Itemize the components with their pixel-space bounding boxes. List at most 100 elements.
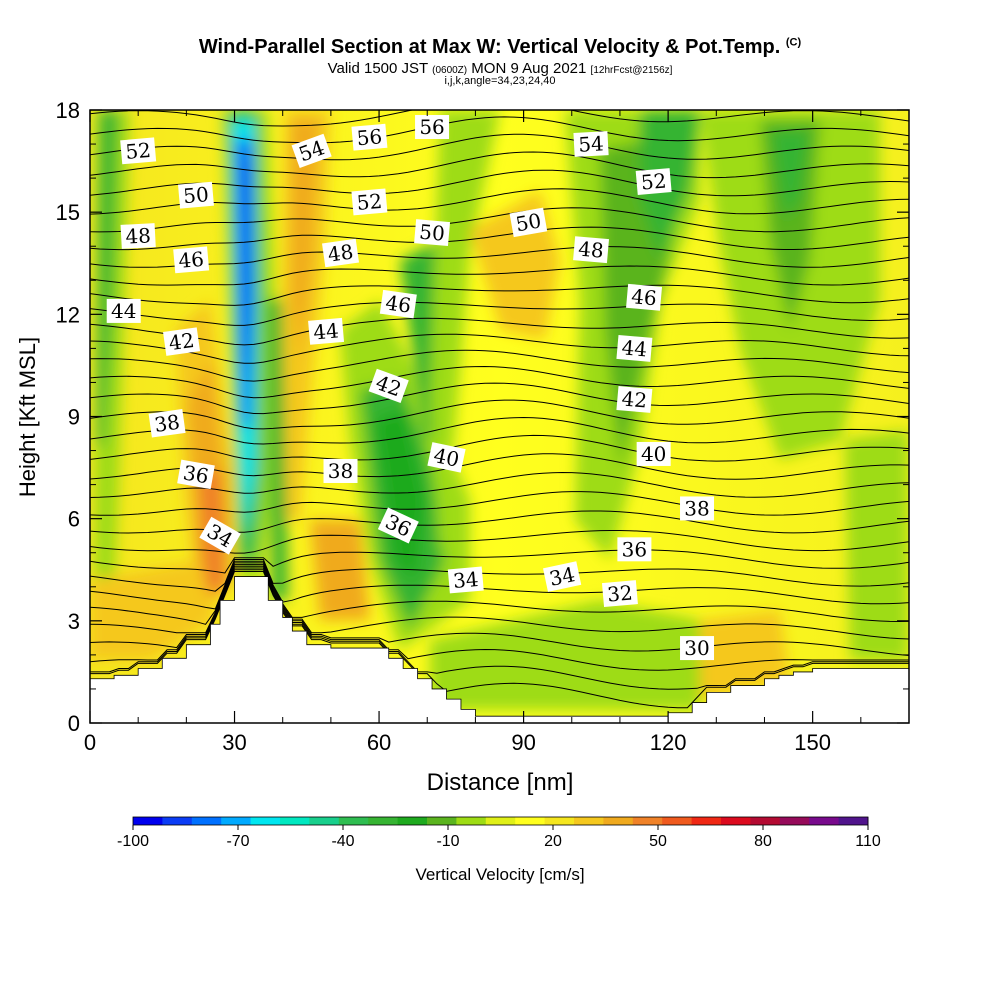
contour-label-bg bbox=[379, 289, 417, 319]
contour-label-text: 50 bbox=[418, 220, 445, 246]
contour-label: 34 bbox=[447, 566, 484, 594]
contour-label-text: 44 bbox=[621, 335, 648, 361]
colorbar-swatch bbox=[309, 817, 340, 825]
contour-label: 50 bbox=[509, 207, 548, 238]
isentrope-line bbox=[90, 571, 909, 709]
contour-label-bg bbox=[177, 459, 215, 490]
contour-label: 48 bbox=[120, 223, 156, 249]
isentrope-line bbox=[90, 382, 909, 415]
colorbar-swatch bbox=[250, 817, 281, 825]
isentrope-line bbox=[90, 226, 909, 251]
contour-label-bg bbox=[680, 496, 715, 521]
contour-label: 52 bbox=[120, 137, 157, 165]
colorbar-frame bbox=[132, 816, 869, 826]
colorbar-swatch bbox=[662, 817, 693, 825]
contour-label-bg bbox=[106, 298, 141, 323]
contour-label-text: 30 bbox=[684, 636, 709, 660]
isentrope-line bbox=[90, 349, 909, 382]
contour-label-bg bbox=[322, 238, 360, 268]
contour-label-bg bbox=[680, 636, 715, 661]
contour-label-bg bbox=[626, 283, 663, 311]
contour-label-text: 46 bbox=[630, 284, 657, 310]
contour-label: 42 bbox=[163, 327, 201, 356]
contour-label-bg bbox=[617, 537, 652, 562]
colorbar-swatch bbox=[162, 817, 193, 825]
contour-label: 48 bbox=[573, 236, 610, 264]
isentrope-line bbox=[90, 301, 909, 326]
colorbar-tick-label: -100 bbox=[117, 833, 149, 850]
colorbar-label: Vertical Velocity [cm/s] bbox=[415, 865, 584, 884]
contour-label-bg bbox=[573, 236, 610, 264]
y-tick-label: 12 bbox=[56, 302, 80, 327]
contour-label-text: 50 bbox=[514, 208, 543, 236]
colorbar-tick-label: -70 bbox=[226, 833, 249, 850]
contour-label-bg bbox=[447, 566, 484, 594]
isentrope-line bbox=[90, 471, 909, 498]
isentrope-line bbox=[90, 133, 909, 161]
contour-label-bg bbox=[120, 223, 156, 249]
isentrope-line bbox=[90, 564, 909, 640]
isentrope-line bbox=[90, 246, 909, 268]
contour-label-text: 56 bbox=[356, 124, 383, 150]
isentrope-line bbox=[90, 317, 909, 346]
contour-label-bg bbox=[414, 219, 451, 247]
contour-label: 56 bbox=[415, 115, 450, 140]
contour-label-bg bbox=[377, 507, 419, 544]
contour-label-text: 46 bbox=[177, 247, 204, 273]
contour-label-bg bbox=[573, 131, 609, 157]
contour-label: 50 bbox=[178, 181, 214, 209]
contour-label-bg bbox=[601, 580, 638, 608]
contour-label-text: 50 bbox=[182, 182, 209, 208]
contour-label-bg bbox=[351, 123, 388, 151]
colorbar-swatch bbox=[221, 817, 252, 825]
isentrope-line bbox=[90, 365, 909, 399]
isentrope-line bbox=[90, 491, 909, 516]
colorbar-tick-label: 80 bbox=[754, 833, 772, 850]
colorbar-tick-label: -10 bbox=[436, 833, 459, 850]
isentrope-line bbox=[90, 560, 909, 610]
contour-label: 38 bbox=[323, 458, 358, 483]
isentrope-line bbox=[90, 116, 909, 144]
contour-label-bg bbox=[351, 188, 388, 216]
title-tag: (C) bbox=[785, 36, 802, 49]
isentrope-line bbox=[90, 434, 909, 462]
contour-label: 56 bbox=[351, 123, 388, 151]
isentrope-line bbox=[90, 265, 909, 286]
valid-time-line: Valid 1500 JST (0600Z) MON 9 Aug 2021 [1… bbox=[327, 60, 673, 77]
y-tick-label: 6 bbox=[68, 507, 80, 532]
contour-label: 46 bbox=[626, 283, 663, 311]
isentrope-line bbox=[90, 110, 909, 127]
forecast-tag: [12hrFcst@2156z] bbox=[590, 65, 673, 76]
colorbar-swatch bbox=[544, 817, 575, 825]
colorbar-swatch bbox=[338, 817, 369, 825]
contour-label-bg bbox=[415, 115, 450, 140]
contour-label-text: 48 bbox=[326, 239, 355, 266]
x-tick-label: 150 bbox=[794, 730, 831, 755]
colorbar-swatch bbox=[603, 817, 634, 825]
isentrope-line bbox=[90, 562, 909, 625]
colorbar-swatch bbox=[456, 817, 487, 825]
colorbar-swatch bbox=[427, 817, 457, 825]
contour-label: 34 bbox=[543, 561, 582, 592]
x-tick-label: 30 bbox=[222, 730, 246, 755]
x-tick-label: 90 bbox=[511, 730, 535, 755]
y-tick-label: 0 bbox=[68, 711, 80, 736]
contour-label-bg bbox=[509, 207, 548, 238]
colorbar-swatch bbox=[191, 817, 222, 825]
contour-label-text: 52 bbox=[640, 168, 667, 194]
contour-label-bg bbox=[120, 137, 157, 165]
colorbar-swatch bbox=[632, 817, 663, 825]
colorbar-tick-label: -40 bbox=[331, 833, 354, 850]
isentrope-line bbox=[90, 399, 909, 430]
contour-label: 32 bbox=[601, 580, 638, 608]
contour-label: 44 bbox=[308, 317, 345, 345]
x-tick-label: 60 bbox=[367, 730, 391, 755]
contour-label-text: 38 bbox=[684, 496, 709, 520]
potential-temperature-contours bbox=[90, 110, 909, 709]
colorbar-swatch bbox=[515, 817, 546, 825]
valid-utc: (0600Z) bbox=[432, 65, 468, 76]
contour-label: 44 bbox=[616, 334, 653, 362]
isentrope-line bbox=[90, 569, 909, 690]
